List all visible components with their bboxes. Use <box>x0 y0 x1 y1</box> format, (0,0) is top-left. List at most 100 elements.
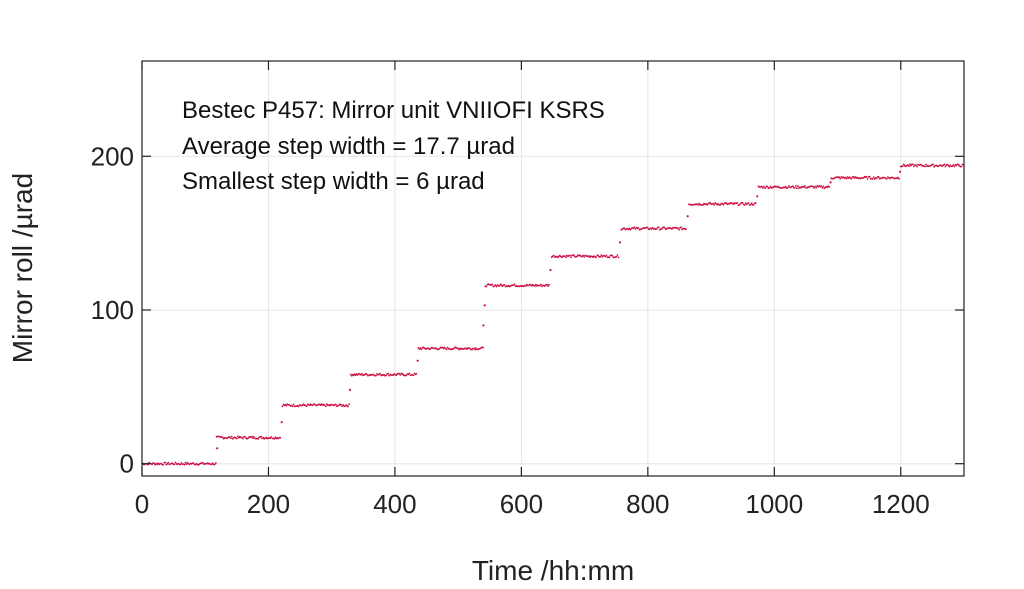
data-point <box>445 348 448 351</box>
data-point <box>762 185 765 188</box>
data-point <box>850 177 853 180</box>
data-point <box>192 462 195 465</box>
data-point <box>633 226 636 229</box>
data-point <box>828 186 831 188</box>
data-point <box>221 436 224 439</box>
data-point <box>412 374 415 377</box>
data-point <box>913 165 915 168</box>
data-point <box>185 463 188 466</box>
data-point <box>242 437 244 440</box>
data-point <box>325 405 327 408</box>
data-point <box>184 461 187 464</box>
data-point <box>213 463 216 466</box>
data-point <box>174 461 177 464</box>
data-point <box>162 463 165 466</box>
data-point <box>342 404 344 406</box>
data-point <box>846 176 849 178</box>
data-point <box>600 254 603 256</box>
data-point <box>375 374 377 377</box>
data-point <box>153 462 156 465</box>
data-point <box>279 436 282 439</box>
data-point <box>752 204 755 206</box>
data-point <box>920 163 922 166</box>
data-point <box>356 374 359 376</box>
data-point <box>932 163 934 166</box>
data-point <box>292 403 295 406</box>
data-point <box>910 164 912 167</box>
data-point <box>173 463 176 466</box>
data-point <box>754 202 757 205</box>
data-point <box>634 228 637 230</box>
data-point <box>573 254 575 256</box>
data-point <box>392 374 395 377</box>
data-point <box>901 165 904 168</box>
data-point <box>340 404 342 406</box>
data-point <box>875 177 878 180</box>
data-point <box>534 285 536 287</box>
data-point <box>871 178 874 180</box>
data-point <box>845 177 848 180</box>
data-point <box>902 163 905 166</box>
data-point <box>483 304 486 307</box>
data-point <box>599 255 602 258</box>
annotation-line-3: Smallest step width = 6 µrad <box>182 168 485 195</box>
data-point <box>948 165 951 168</box>
data-point <box>244 435 246 438</box>
data-point <box>252 437 254 440</box>
data-point <box>629 228 632 231</box>
data-point <box>794 187 796 189</box>
data-point <box>839 177 842 180</box>
data-point <box>215 462 217 464</box>
data-point <box>947 164 950 167</box>
data-points <box>141 163 965 466</box>
data-point <box>697 204 699 206</box>
data-point <box>657 226 660 229</box>
y-tick-label: 100 <box>91 295 134 325</box>
data-point <box>548 283 550 286</box>
data-point <box>719 204 722 206</box>
data-point <box>547 285 549 287</box>
data-point <box>908 165 910 168</box>
data-point <box>749 203 752 206</box>
x-tick-label: 600 <box>500 489 543 519</box>
data-point <box>702 204 704 206</box>
data-point <box>494 284 497 286</box>
data-point <box>535 283 537 286</box>
data-point <box>725 202 728 204</box>
data-point <box>912 163 914 166</box>
data-point <box>764 187 767 189</box>
data-point <box>812 185 814 188</box>
data-point <box>800 187 802 189</box>
annotation-line-1: Bestec P457: Mirror unit VNIIOFI KSRS <box>182 97 605 124</box>
data-point <box>686 215 689 218</box>
data-point <box>588 255 591 257</box>
data-point <box>646 226 649 229</box>
grid <box>142 61 964 476</box>
data-point <box>365 373 368 376</box>
data-point <box>360 372 363 375</box>
data-point <box>416 359 419 362</box>
y-tick-labels: 0 100 200 <box>91 141 134 478</box>
data-point <box>761 187 764 189</box>
data-point <box>495 285 498 288</box>
data-point <box>941 165 944 168</box>
data-point <box>513 283 516 286</box>
data-point <box>897 176 899 179</box>
data-point <box>685 228 687 231</box>
data-point <box>877 176 880 179</box>
data-point <box>167 461 170 464</box>
data-point <box>570 256 572 259</box>
data-point <box>565 256 567 259</box>
data-point <box>347 405 349 408</box>
data-point <box>157 462 160 465</box>
data-point <box>183 463 186 466</box>
data-point <box>482 346 484 349</box>
data-point <box>313 403 316 406</box>
data-point <box>446 346 449 349</box>
data-point <box>617 256 620 259</box>
data-point <box>583 256 585 258</box>
data-point <box>482 324 485 327</box>
data-point <box>820 185 823 187</box>
data-point <box>305 405 308 408</box>
data-point <box>491 283 494 286</box>
